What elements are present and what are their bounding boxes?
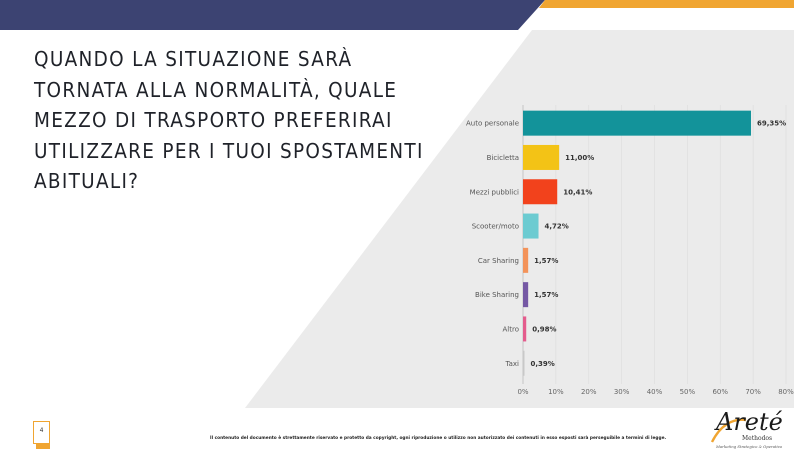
x-tick-label: 70%: [745, 388, 761, 396]
x-tick-label: 10%: [548, 388, 564, 396]
page-title: Quando la situazione sarà tornata alla n…: [34, 47, 424, 193]
bar: [523, 110, 751, 136]
category-label: Bicicletta: [487, 154, 519, 162]
value-label: 1,57%: [534, 291, 558, 299]
page-number: 4: [39, 427, 44, 434]
company-logo: Areté Methodos Marketing Strategico & Op…: [710, 408, 792, 453]
page-number-box: 4: [33, 421, 50, 444]
bar: [523, 144, 560, 170]
bar: [523, 247, 529, 273]
logo-tagline: Marketing Strategico & Operativo: [716, 444, 783, 449]
value-label: 0,98%: [532, 325, 556, 333]
value-label: 11,00%: [565, 154, 594, 162]
value-label: 4,72%: [545, 223, 569, 231]
top-banner-orange: [539, 0, 794, 8]
bar: [523, 213, 539, 239]
top-banner: [0, 0, 794, 30]
value-label: 1,57%: [534, 257, 558, 265]
value-label: 0,39%: [531, 360, 555, 368]
logo-swoosh-icon: [710, 418, 747, 443]
category-label: Taxi: [505, 360, 520, 368]
category-label: Car Sharing: [478, 257, 519, 265]
bar: [523, 179, 558, 205]
bar: [523, 316, 527, 342]
bar: [523, 350, 525, 376]
page-number-tab: [36, 444, 50, 449]
category-label: Mezzi pubblici: [470, 188, 519, 196]
category-label: Auto personale: [466, 120, 519, 128]
x-tick-label: 40%: [647, 388, 663, 396]
value-label: 10,41%: [563, 188, 592, 196]
category-label: Altro: [503, 325, 520, 333]
x-tick-label: 50%: [680, 388, 696, 396]
bar: [523, 282, 529, 308]
footer-disclaimer: Il contenuto del documento è strettament…: [210, 436, 667, 441]
x-tick-label: 20%: [581, 388, 597, 396]
category-label: Scooter/moto: [472, 223, 519, 231]
x-tick-label: 0%: [517, 388, 528, 396]
logo-sub: Methodos: [742, 435, 773, 442]
x-tick-label: 60%: [712, 388, 728, 396]
x-tick-label: 80%: [778, 388, 794, 396]
logo-name: Areté: [716, 408, 783, 436]
top-banner-navy: [0, 0, 545, 30]
category-label: Bike Sharing: [475, 291, 519, 299]
value-label: 69,35%: [757, 120, 786, 128]
x-tick-label: 30%: [614, 388, 630, 396]
